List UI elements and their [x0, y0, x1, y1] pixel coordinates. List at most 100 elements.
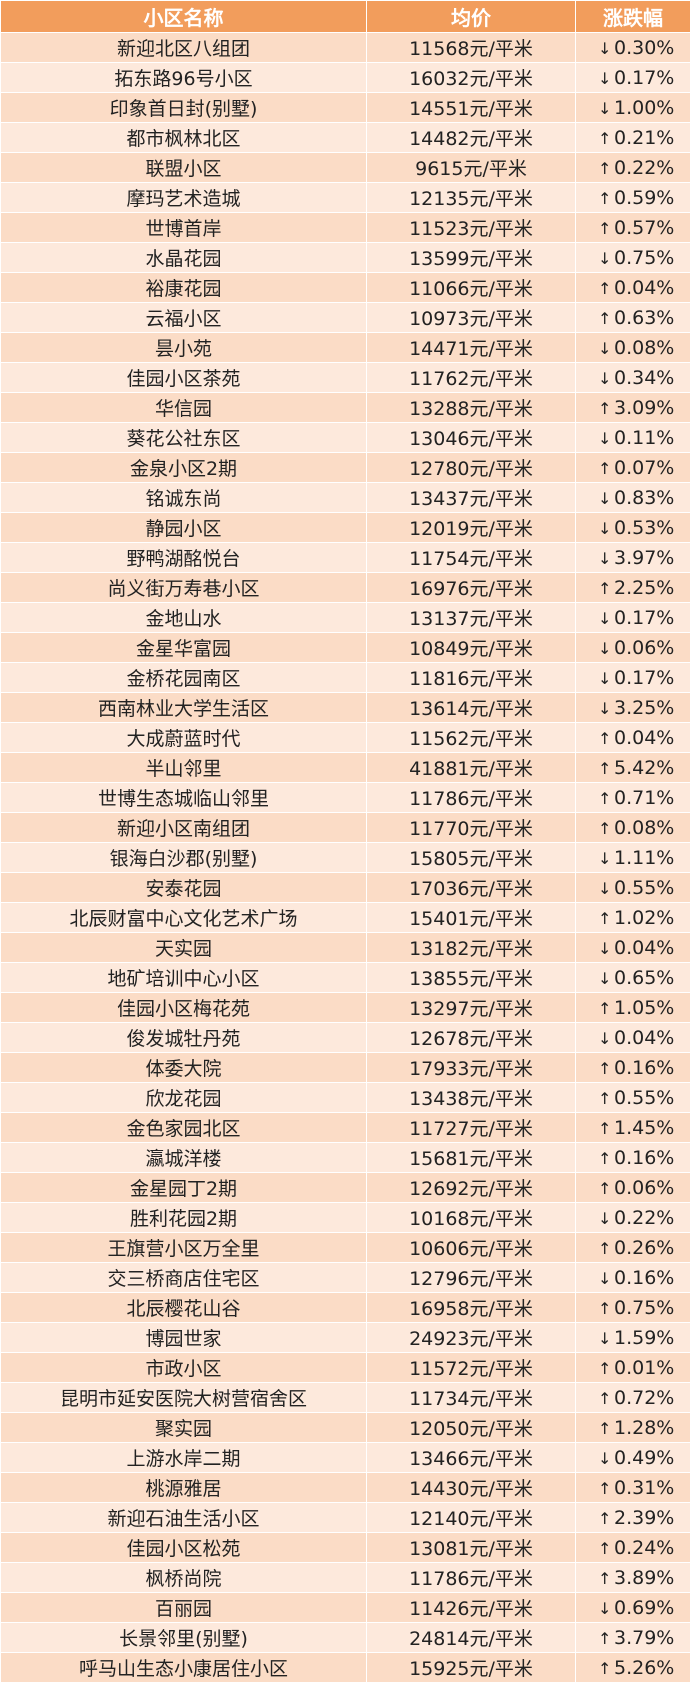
- average-price-cell: 10168元/平米: [367, 1203, 576, 1233]
- average-price-cell: 14430元/平米: [367, 1473, 576, 1503]
- arrow-down-icon: ↓: [598, 1209, 614, 1228]
- average-price-cell: 24923元/平米: [367, 1323, 576, 1353]
- price-change-cell: ↑5.26%: [576, 1653, 690, 1683]
- price-change-cell: ↑1.02%: [576, 903, 690, 933]
- average-price-cell: 10849元/平米: [367, 633, 576, 663]
- average-price-cell: 11426元/平米: [367, 1593, 576, 1623]
- price-change-cell: ↑5.42%: [576, 753, 690, 783]
- arrow-up-icon: ↑: [598, 1059, 614, 1078]
- community-name-cell: 佳园小区茶苑: [1, 363, 367, 393]
- price-change-cell: ↓0.22%: [576, 1203, 690, 1233]
- arrow-up-icon: ↑: [598, 819, 614, 838]
- price-change-cell: ↓0.17%: [576, 603, 690, 633]
- average-price-cell: 12135元/平米: [367, 183, 576, 213]
- average-price-cell: 13614元/平米: [367, 693, 576, 723]
- community-name-cell: 静园小区: [1, 513, 367, 543]
- arrow-down-icon: ↓: [598, 939, 614, 958]
- average-price-cell: 13438元/平米: [367, 1083, 576, 1113]
- community-name-cell: 摩玛艺术造城: [1, 183, 367, 213]
- community-name-cell: 印象首日封(别墅): [1, 93, 367, 123]
- arrow-up-icon: ↑: [598, 1419, 614, 1438]
- average-price-cell: 15925元/平米: [367, 1653, 576, 1683]
- price-change-cell: ↓0.55%: [576, 873, 690, 903]
- average-price-cell: 11568元/平米: [367, 33, 576, 63]
- price-change-cell: ↓0.04%: [576, 1023, 690, 1053]
- community-name-cell: 金桥花园南区: [1, 663, 367, 693]
- community-name-cell: 金地山水: [1, 603, 367, 633]
- community-name-cell: 聚实园: [1, 1413, 367, 1443]
- community-name-cell: 北辰财富中心文化艺术广场: [1, 903, 367, 933]
- community-name-cell: 尚义街万寿巷小区: [1, 573, 367, 603]
- arrow-down-icon: ↓: [598, 879, 614, 898]
- arrow-up-icon: ↑: [598, 219, 614, 238]
- average-price-cell: 11523元/平米: [367, 213, 576, 243]
- community-name-cell: 北辰樱花山谷: [1, 1293, 367, 1323]
- average-price-cell: 16976元/平米: [367, 573, 576, 603]
- arrow-down-icon: ↓: [598, 849, 614, 868]
- average-price-cell: 15401元/平米: [367, 903, 576, 933]
- community-name-cell: 佳园小区松苑: [1, 1533, 367, 1563]
- change-value: 1.05%: [614, 997, 674, 1019]
- community-name-cell: 昆明市延安医院大树营宿舍区: [1, 1383, 367, 1413]
- community-name-cell: 金泉小区2期: [1, 453, 367, 483]
- change-value: 0.72%: [614, 1387, 674, 1409]
- arrow-up-icon: ↑: [598, 579, 614, 598]
- arrow-down-icon: ↓: [598, 429, 614, 448]
- arrow-up-icon: ↑: [598, 909, 614, 928]
- average-price-cell: 11754元/平米: [367, 543, 576, 573]
- arrow-up-icon: ↑: [598, 399, 614, 418]
- change-value: 0.16%: [614, 1057, 674, 1079]
- average-price-cell: 14471元/平米: [367, 333, 576, 363]
- price-change-cell: ↓1.00%: [576, 93, 690, 123]
- change-value: 0.75%: [614, 247, 674, 269]
- average-price-cell: 17036元/平米: [367, 873, 576, 903]
- average-price-cell: 10973元/平米: [367, 303, 576, 333]
- arrow-up-icon: ↑: [598, 1119, 614, 1138]
- arrow-up-icon: ↑: [598, 279, 614, 298]
- price-change-cell: ↑0.07%: [576, 453, 690, 483]
- price-change-cell: ↓3.97%: [576, 543, 690, 573]
- arrow-up-icon: ↑: [598, 309, 614, 328]
- arrow-down-icon: ↓: [598, 99, 614, 118]
- community-name-cell: 拓东路96号小区: [1, 63, 367, 93]
- price-change-cell: ↑3.89%: [576, 1563, 690, 1593]
- community-name-cell: 博园世家: [1, 1323, 367, 1353]
- table-row: 银海白沙郡(别墅)15805元/平米↓1.11%: [1, 843, 690, 873]
- price-change-cell: ↑0.22%: [576, 153, 690, 183]
- community-name-cell: 地矿培训中心小区: [1, 963, 367, 993]
- average-price-cell: 11572元/平米: [367, 1353, 576, 1383]
- change-value: 0.31%: [614, 1477, 674, 1499]
- price-change-cell: ↓0.34%: [576, 363, 690, 393]
- community-name-cell: 水晶花园: [1, 243, 367, 273]
- price-change-cell: ↓1.59%: [576, 1323, 690, 1353]
- price-change-cell: ↓0.30%: [576, 33, 690, 63]
- average-price-cell: 12019元/平米: [367, 513, 576, 543]
- community-name-cell: 大成蔚蓝时代: [1, 723, 367, 753]
- average-price-cell: 12050元/平米: [367, 1413, 576, 1443]
- change-value: 0.07%: [614, 457, 674, 479]
- arrow-up-icon: ↑: [598, 1389, 614, 1408]
- change-value: 0.26%: [614, 1237, 674, 1259]
- arrow-up-icon: ↑: [598, 1509, 614, 1528]
- community-name-cell: 市政小区: [1, 1353, 367, 1383]
- change-value: 3.89%: [614, 1567, 674, 1589]
- community-name-cell: 金星华富园: [1, 633, 367, 663]
- community-name-cell: 西南林业大学生活区: [1, 693, 367, 723]
- arrow-down-icon: ↓: [598, 669, 614, 688]
